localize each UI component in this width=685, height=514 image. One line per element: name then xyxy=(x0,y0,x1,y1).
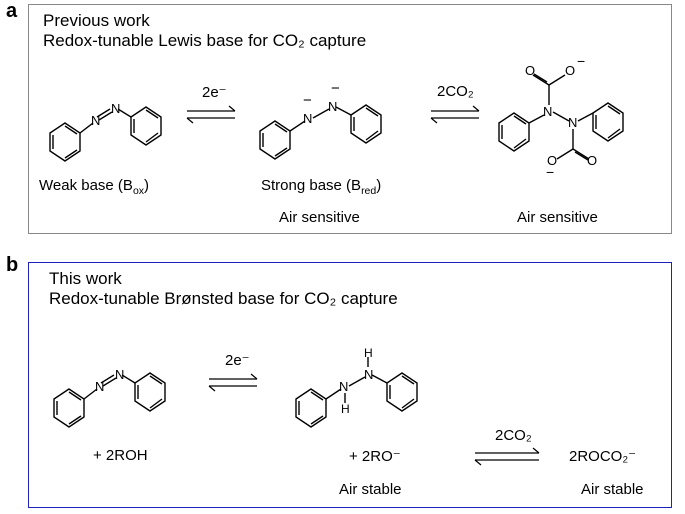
strong-base-label: Strong base (Bred) xyxy=(261,177,381,197)
panel-a-title1: Previous work xyxy=(43,11,150,31)
panel-b-title1: This work xyxy=(49,269,122,289)
plus-2roh: + 2ROH xyxy=(93,447,148,464)
panel-b-box: This work Redox-tunable Brønsted base fo… xyxy=(28,262,672,508)
dicarbamate-structure: N N O O − O O − xyxy=(489,33,669,193)
svg-text:−: − xyxy=(577,53,585,69)
arrow1-label-b: 2e⁻ xyxy=(225,351,250,369)
svg-text:O: O xyxy=(565,63,575,78)
svg-text:O: O xyxy=(525,63,535,78)
arrow1-label-a: 2e⁻ xyxy=(202,83,227,101)
arrow2-label-a: 2CO₂ xyxy=(437,83,474,100)
panel-a-label: a xyxy=(6,0,17,23)
svg-text:N: N xyxy=(543,104,552,119)
weak-base-label: Weak base (Box) xyxy=(39,177,149,197)
svg-text:−: − xyxy=(546,164,554,180)
svg-text:N: N xyxy=(91,113,100,128)
azobenzene-structure-b: N N xyxy=(39,339,179,429)
svg-text:H: H xyxy=(364,346,373,360)
equilibrium-arrow-2b xyxy=(469,445,545,469)
equilibrium-arrow-1b xyxy=(203,371,263,395)
arrow2-label-b: 2CO₂ xyxy=(495,427,532,444)
panel-a-box: Previous work Redox-tunable Lewis base f… xyxy=(28,4,672,234)
svg-text:−: − xyxy=(303,92,312,109)
reduced-azobenzene-structure: N N − − xyxy=(245,61,405,161)
svg-text:H: H xyxy=(341,402,350,416)
roco2-minus: 2ROCO₂⁻ xyxy=(569,447,636,465)
panel-a-title2: Redox-tunable Lewis base for CO₂ capture xyxy=(43,31,366,51)
equilibrium-arrow-2a xyxy=(425,103,485,127)
air-sensitive-1: Air sensitive xyxy=(279,209,360,226)
air-sensitive-2: Air sensitive xyxy=(517,209,598,226)
svg-text:N: N xyxy=(111,101,120,116)
svg-text:N: N xyxy=(115,367,124,382)
air-stable-1: Air stable xyxy=(339,481,402,498)
svg-text:N: N xyxy=(568,115,577,130)
svg-text:N: N xyxy=(364,367,373,382)
svg-text:N: N xyxy=(328,99,337,114)
equilibrium-arrow-1a xyxy=(181,103,241,127)
svg-text:N: N xyxy=(303,111,312,126)
hydrazobenzene-structure: N N H H xyxy=(281,329,441,429)
svg-text:N: N xyxy=(95,379,104,394)
panel-b-label: b xyxy=(6,254,18,277)
air-stable-2: Air stable xyxy=(581,481,644,498)
plus-2ro-minus: + 2RO⁻ xyxy=(349,447,401,465)
panel-b-title2: Redox-tunable Brønsted base for CO₂ capt… xyxy=(49,289,398,309)
svg-text:−: − xyxy=(331,80,340,97)
azobenzene-structure-a: N N xyxy=(35,73,175,163)
svg-text:N: N xyxy=(339,379,348,394)
svg-text:O: O xyxy=(587,153,597,168)
